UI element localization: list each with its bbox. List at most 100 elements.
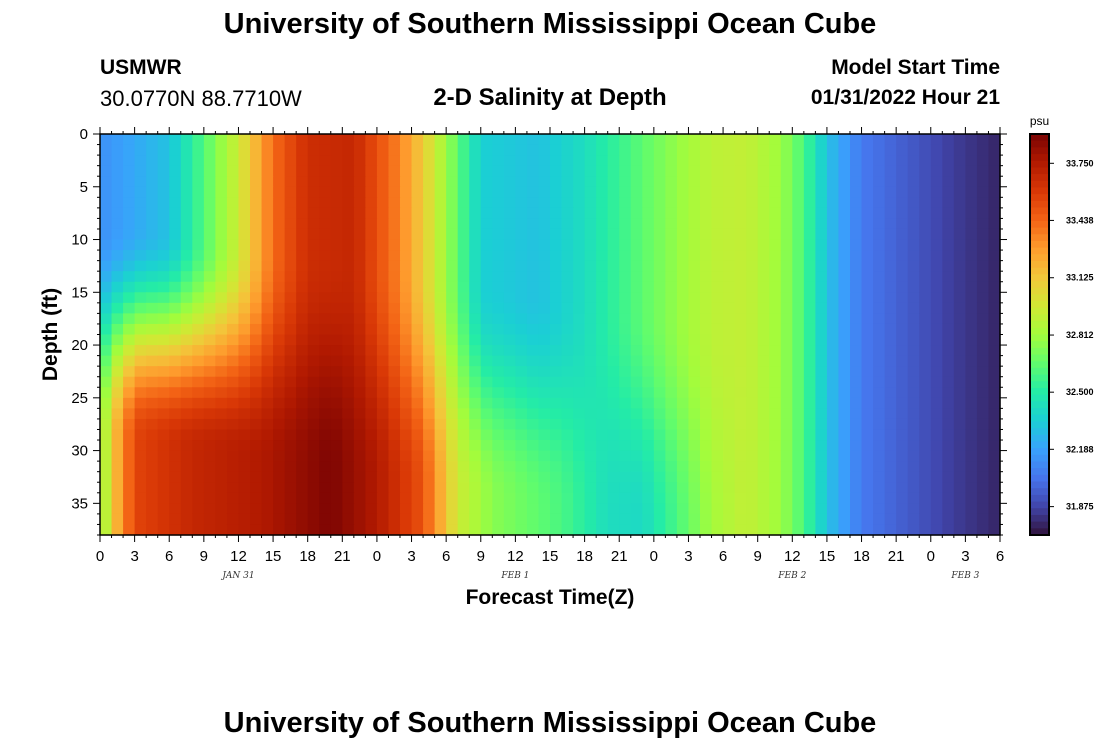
colorbar-segment — [1030, 160, 1049, 169]
heatmap-cell — [711, 387, 724, 399]
heatmap-cell — [134, 323, 147, 336]
heatmap-cell — [273, 239, 286, 251]
heatmap-cell — [976, 302, 990, 314]
heatmap-cell — [215, 281, 228, 293]
heatmap-cell — [792, 176, 805, 188]
heatmap-cell — [157, 524, 170, 536]
heatmap-cell — [400, 524, 413, 536]
heatmap-cell — [515, 186, 528, 198]
heatmap-cell — [642, 482, 655, 494]
heatmap-cell — [976, 292, 990, 304]
heatmap-cell — [965, 387, 978, 399]
heatmap-cell — [238, 429, 251, 441]
heatmap-cell — [123, 408, 136, 420]
heatmap-cell — [665, 366, 678, 378]
heatmap-cell — [480, 281, 493, 293]
heatmap-cell — [146, 366, 159, 378]
heatmap-cell — [388, 239, 401, 251]
heatmap-cell — [642, 513, 655, 526]
heatmap-cell — [676, 302, 690, 314]
heatmap-cell — [884, 197, 897, 209]
heatmap-cell — [815, 197, 828, 209]
heatmap-cell — [365, 281, 378, 293]
heatmap-cell — [307, 418, 320, 431]
heatmap-cell — [561, 197, 574, 209]
heatmap-cell — [111, 165, 124, 177]
heatmap-cell — [457, 165, 470, 177]
heatmap-cell — [607, 218, 620, 230]
heatmap-cell — [896, 176, 909, 188]
heatmap-cell — [353, 524, 366, 536]
heatmap-cell — [192, 323, 205, 336]
heatmap-cell — [769, 186, 782, 198]
heatmap-cell — [469, 176, 482, 188]
heatmap-cell — [976, 334, 990, 346]
heatmap-cell — [503, 260, 516, 272]
heatmap-cell — [238, 323, 251, 336]
heatmap-cell — [330, 197, 343, 209]
heatmap-cell — [342, 345, 355, 357]
heatmap-cell — [169, 250, 182, 262]
heatmap-cell — [238, 281, 251, 293]
heatmap-cell — [550, 302, 563, 314]
heatmap-cell — [619, 281, 632, 293]
heatmap-cell — [100, 281, 113, 293]
heatmap-cell — [353, 176, 366, 188]
heatmap-cell — [192, 387, 205, 399]
heatmap-cell — [492, 323, 505, 336]
colorbar-segment — [1030, 180, 1049, 189]
heatmap-cell — [780, 524, 793, 536]
heatmap-cell — [769, 197, 782, 209]
heatmap-cell — [169, 440, 182, 452]
heatmap-cell — [630, 186, 643, 198]
heatmap-cell — [584, 239, 597, 251]
colorbar-segment — [1030, 434, 1049, 443]
heatmap-cell — [953, 155, 966, 167]
heatmap-cell — [711, 418, 724, 431]
heatmap-cell — [619, 334, 632, 346]
colorbar-legend: 33.75033.43833.12532.81232.50032.18831.8… — [1029, 133, 1094, 536]
heatmap-cell — [400, 355, 413, 367]
heatmap-cell — [653, 155, 666, 167]
heatmap-cell — [826, 228, 840, 241]
heatmap-cell — [192, 176, 205, 188]
heatmap-cell — [330, 271, 343, 283]
heatmap-cell — [503, 165, 516, 177]
heatmap-cell — [411, 186, 424, 198]
heatmap-cell — [653, 228, 666, 241]
heatmap-cell — [192, 186, 205, 198]
heatmap-cell — [365, 376, 378, 388]
heatmap-cell — [203, 482, 216, 494]
heatmap-cell — [746, 155, 759, 167]
heatmap-cell — [930, 323, 943, 336]
heatmap-cell — [746, 397, 759, 409]
heatmap-cell — [423, 524, 436, 536]
heatmap-cell — [411, 197, 424, 209]
heatmap-cell — [203, 176, 216, 188]
heatmap-cell — [769, 440, 782, 452]
heatmap-cell — [780, 440, 793, 452]
heatmap-cell — [215, 334, 228, 346]
heatmap-cell — [146, 197, 159, 209]
heatmap-cell — [388, 144, 401, 156]
heatmap-cell — [976, 345, 990, 357]
heatmap-cell — [457, 207, 470, 220]
heatmap-cell — [757, 524, 770, 536]
heatmap-cell — [907, 482, 920, 494]
heatmap-cell — [400, 292, 413, 304]
heatmap-cell — [538, 503, 551, 515]
heatmap-cell — [480, 165, 493, 177]
heatmap-cell — [480, 461, 493, 473]
heatmap-cell — [780, 471, 793, 483]
heatmap-cell — [596, 397, 609, 409]
heatmap-cell — [896, 387, 909, 399]
heatmap-cell — [250, 176, 263, 188]
heatmap-cell — [988, 218, 1001, 230]
heatmap-cell — [711, 450, 724, 462]
colorbar-segment — [1030, 341, 1049, 349]
heatmap-cell — [457, 408, 470, 420]
heatmap-cell — [711, 334, 724, 346]
heatmap-cell — [100, 155, 113, 167]
heatmap-cell — [665, 429, 678, 441]
heatmap-cell — [526, 176, 540, 188]
